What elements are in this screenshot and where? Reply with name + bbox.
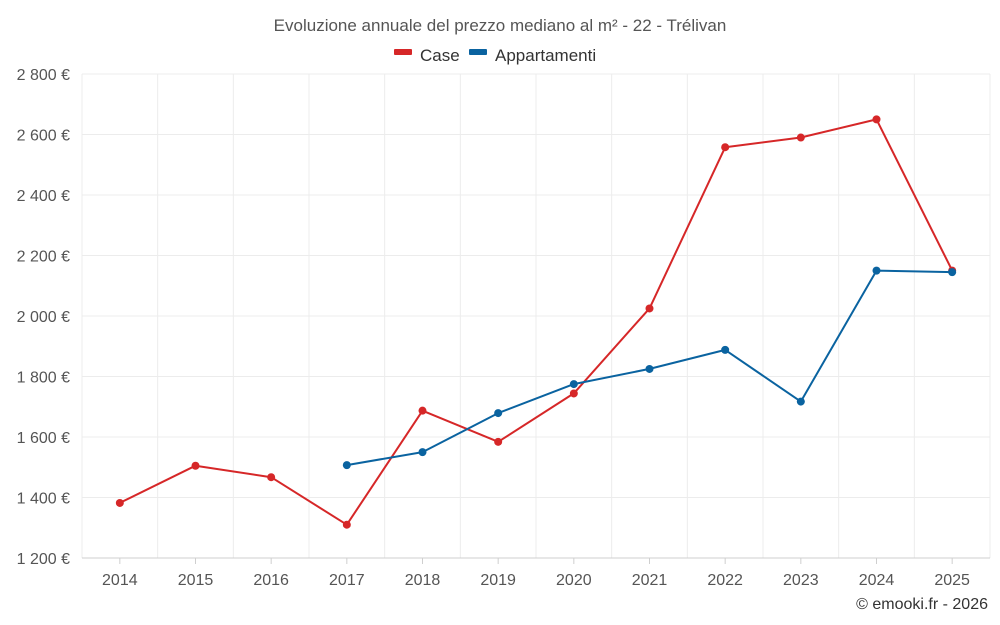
x-tick-label: 2023 [783,572,819,589]
data-point-appartamenti[interactable] [342,461,351,470]
y-tick-label: 1 600 € [17,430,70,447]
data-point-appartamenti[interactable] [494,409,503,418]
legend-label-appartamenti: Appartamenti [495,46,596,65]
x-tick-label: 2015 [178,572,214,589]
legend: Case Appartamenti [394,46,596,65]
y-tick-label: 2 400 € [17,188,70,205]
x-tick-label: 2024 [859,572,895,589]
x-tick-label: 2019 [480,572,516,589]
data-point-case[interactable] [342,520,351,529]
x-tick-label: 2022 [707,572,743,589]
legend-label-case: Case [420,46,460,65]
legend-swatch-appartamenti [469,49,487,55]
x-tick-label: 2025 [934,572,970,589]
grid [81,73,991,559]
y-axis: 1 200 € 1 400 € 1 600 € 1 800 € 2 000 € 2 200… [17,67,70,568]
data-point-appartamenti[interactable] [721,345,730,354]
data-point-appartamenti[interactable] [948,268,957,277]
chart-title: Evoluzione annuale del prezzo mediano al… [274,16,727,35]
y-tick-label: 2 200 € [17,249,70,266]
data-point-case[interactable] [267,473,276,482]
data-point-case[interactable] [569,389,578,398]
data-point-case[interactable] [418,406,427,415]
legend-swatch-case [394,49,412,55]
x-axis: 2014 2015 2016 2017 2018 2019 2020 2021 2022 2023… [82,557,990,589]
legend-item-case[interactable]: Case [394,46,460,65]
x-tick-label: 2021 [632,572,668,589]
data-point-case[interactable] [191,461,200,470]
data-point-appartamenti[interactable] [418,448,427,457]
y-tick-label: 2 600 € [17,128,70,145]
series-line-case[interactable] [119,118,954,526]
x-tick-label: 2020 [556,572,592,589]
data-point-case[interactable] [721,143,730,152]
data-point-case[interactable] [115,498,124,507]
data-point-case[interactable] [494,437,503,446]
y-tick-label: 1 800 € [17,370,70,387]
y-tick-label: 2 000 € [17,309,70,326]
y-tick-label: 2 800 € [17,67,70,84]
data-point-appartamenti[interactable] [569,380,578,389]
data-point-appartamenti[interactable] [645,364,654,373]
data-point-appartamenti[interactable] [796,397,805,406]
y-tick-label: 1 200 € [17,551,70,568]
y-tick-label: 1 400 € [17,491,70,508]
data-point-case[interactable] [796,133,805,142]
series-layer [115,115,957,529]
x-tick-label: 2018 [405,572,441,589]
data-point-case[interactable] [645,304,654,313]
data-point-appartamenti[interactable] [872,266,881,275]
data-point-case[interactable] [872,115,881,124]
legend-item-appartamenti[interactable]: Appartamenti [469,46,596,65]
x-tick-label: 2017 [329,572,365,589]
x-tick-label: 2016 [253,572,289,589]
credit-text: © emooki.fr - 2026 [856,596,988,613]
x-tick-label: 2014 [102,572,138,589]
